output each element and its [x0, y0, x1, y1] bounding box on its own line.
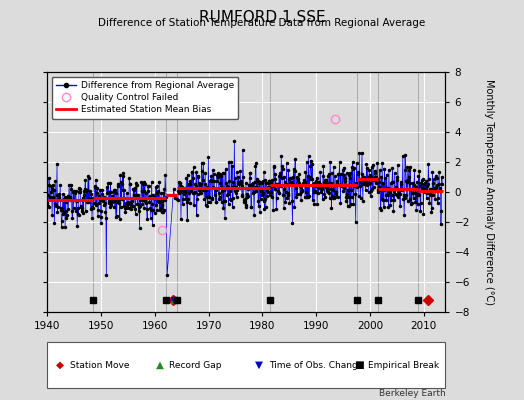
Text: RUMFORD 1 SSE: RUMFORD 1 SSE	[199, 10, 325, 25]
Text: Berkeley Earth: Berkeley Earth	[379, 389, 445, 398]
Text: Record Gap: Record Gap	[169, 360, 222, 370]
Text: ▼: ▼	[255, 360, 264, 370]
Text: Difference of Station Temperature Data from Regional Average: Difference of Station Temperature Data f…	[99, 18, 425, 28]
Text: Time of Obs. Change: Time of Obs. Change	[269, 360, 363, 370]
Text: ▲: ▲	[156, 360, 164, 370]
Text: ◆: ◆	[56, 360, 64, 370]
Text: Station Move: Station Move	[70, 360, 129, 370]
Text: Empirical Break: Empirical Break	[368, 360, 440, 370]
Y-axis label: Monthly Temperature Anomaly Difference (°C): Monthly Temperature Anomaly Difference (…	[484, 79, 494, 305]
Text: ■: ■	[354, 360, 364, 370]
Legend: Difference from Regional Average, Quality Control Failed, Estimated Station Mean: Difference from Regional Average, Qualit…	[52, 76, 238, 119]
